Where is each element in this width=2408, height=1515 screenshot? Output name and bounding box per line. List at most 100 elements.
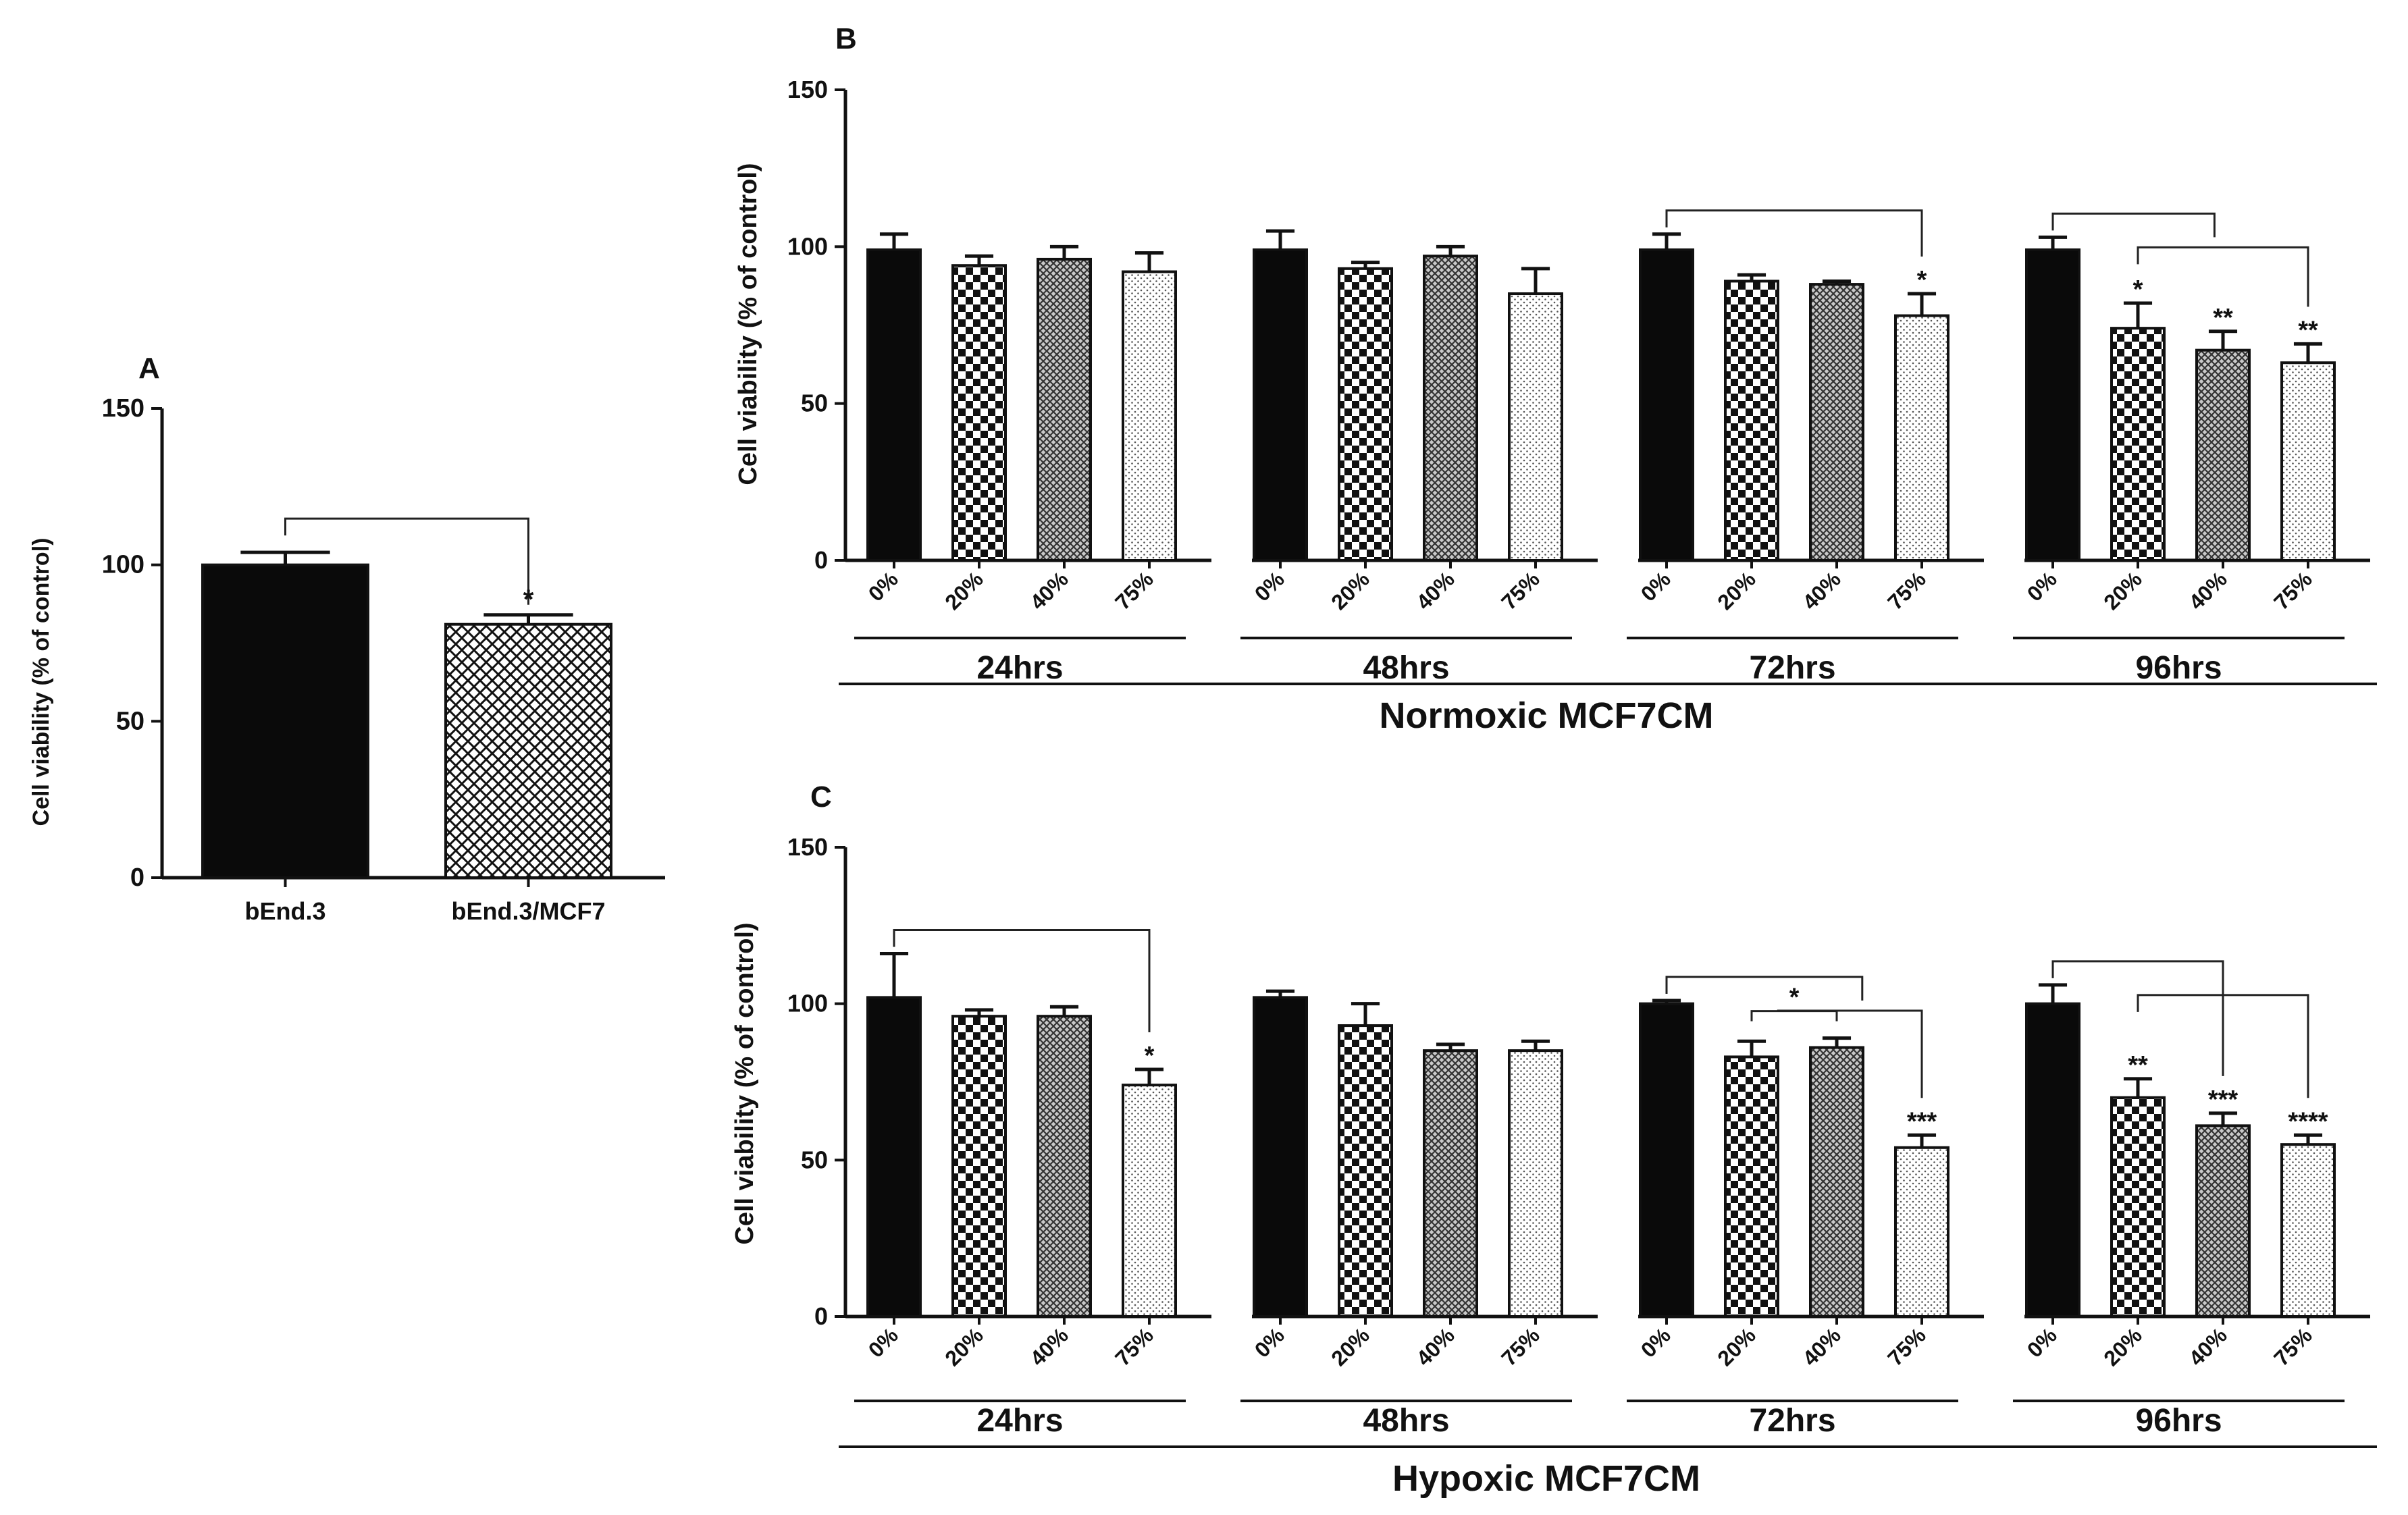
panel-b-y-tick-label: 50: [801, 390, 828, 417]
panel-b-sub-category-label: 0%: [864, 566, 903, 606]
panel-c-bar: [1508, 1049, 1563, 1318]
panel-b-sub-category-label: 40%: [1411, 566, 1459, 614]
panel-a-y-axis-label: Cell viability (% of control): [28, 538, 54, 826]
panel-b-bar: [1423, 255, 1478, 562]
panel-c-bar: [1894, 1146, 1949, 1319]
panel-b-significance-bracket: [2137, 246, 2309, 307]
panel-c-significance-bracket: [1665, 976, 1864, 1001]
panel-a-y-tick-label: 150: [102, 394, 145, 423]
panel-c-y-tick-label: 100: [787, 990, 828, 1017]
panel-a: A Cell viability (% of control) 0 50 100 15…: [28, 352, 665, 925]
panel-b-sub-category-label: 75%: [1883, 566, 1931, 614]
panel-b-y-tick-label: 0: [814, 546, 828, 574]
panel-c-bar: [1122, 1084, 1177, 1318]
panel-c-x-axis-label: Hypoxic MCF7CM: [1392, 1458, 1700, 1499]
panel-c-bar: [1639, 1002, 1694, 1318]
panel-b-significance-star: *: [2133, 275, 2143, 304]
panel-b-sub-category-label: 0%: [1636, 566, 1675, 606]
panel-c-group-label: 72hrs: [1749, 1403, 1835, 1439]
panel-c-sub-category-label: 0%: [864, 1323, 903, 1362]
panel-b-sub-category-label: 20%: [2099, 566, 2147, 614]
panel-c-y-tick-label: 0: [814, 1302, 828, 1330]
panel-c-sub-category-label: 20%: [1712, 1323, 1760, 1371]
panel-c-significance-star: ****: [2288, 1107, 2328, 1136]
panel-c-bar: [2110, 1096, 2166, 1318]
panel-c-bar: [1037, 1015, 1092, 1318]
panel-b-y-tick-label: 100: [787, 232, 828, 260]
panel-b-significance-bracket: [2051, 212, 2216, 238]
panel-c-sub-category-label: 20%: [940, 1323, 988, 1371]
panel-c-bar: [1423, 1049, 1478, 1318]
panel-c-bar: [2025, 1002, 2080, 1318]
panel-b-bar: [1508, 292, 1563, 562]
panel-c-bar: [1809, 1046, 1864, 1318]
panel-c-significance-bracket: [2051, 960, 2224, 1076]
panel-a-bar: [201, 563, 369, 880]
panel-b-bar: [2025, 248, 2080, 562]
panel-b-sub-category-label: 40%: [1798, 566, 1846, 614]
panel-c-significance-bracket: [893, 929, 1151, 1032]
panel-b-sub-category-label: 75%: [1496, 566, 1544, 614]
panel-b-bar: [1338, 267, 1393, 562]
panel-c-bar: [951, 1015, 1007, 1318]
panel-b-sub-category-label: 40%: [1025, 566, 1073, 614]
panel-c-sub-category-label: 75%: [2269, 1323, 2317, 1371]
panel-c-sub-category-label: 40%: [1025, 1323, 1073, 1371]
panel-b-sub-category-label: 40%: [2184, 566, 2232, 614]
panel-a-significance-star: *: [523, 585, 534, 614]
panel-b-group-label: 24hrs: [976, 650, 1063, 686]
panel-c-significance-star: **: [2128, 1051, 2148, 1080]
panel-b-bar: [1809, 283, 1864, 562]
panel-b-bar: [866, 248, 922, 562]
panel-c-y-tick-label: 50: [801, 1146, 828, 1173]
panel-c-group-label: 96hrs: [2135, 1403, 2222, 1439]
panel-c-bar: [1338, 1024, 1393, 1318]
panel-b-sub-category-label: 75%: [1110, 566, 1158, 614]
panel-c-sub-category-label: 40%: [1798, 1323, 1846, 1371]
panel-c-sub-category-label: 75%: [1496, 1323, 1544, 1371]
panel-c-group-label: 48hrs: [1363, 1403, 1449, 1439]
panel-c-significance-star: *: [1145, 1042, 1155, 1070]
panel-b-sub-category-label: 20%: [940, 566, 988, 614]
panel-c-sub-category-label: 20%: [1326, 1323, 1374, 1371]
panel-b-x-axis-label: Normoxic MCF7CM: [1379, 695, 1713, 736]
panel-b-bar: [1253, 248, 1308, 562]
panel-c-significance-bracket: [1750, 1010, 1838, 1021]
panel-b-bar: [1894, 314, 1949, 562]
panel-b-bar: [2195, 348, 2251, 562]
panel-a-bar: [444, 622, 612, 879]
panel-b-sub-category-label: 0%: [1250, 566, 1289, 606]
panel-c-significance-star: ***: [2208, 1086, 2239, 1114]
panel-b-significance-bracket: [1665, 209, 1923, 257]
panel-c-sub-category-label: 0%: [2022, 1323, 2062, 1362]
panel-b-group-label: 48hrs: [1363, 650, 1449, 686]
panel-c-significance-star: ***: [1907, 1107, 1937, 1136]
panel-b-group-label: 72hrs: [1749, 650, 1835, 686]
panel-b-label: B: [835, 22, 857, 55]
panel-c-significance-star: *: [1789, 984, 1800, 1012]
panel-b-bar: [2280, 361, 2336, 562]
panel-b: B Cell viability (% of control) Normoxic…: [734, 22, 2377, 736]
panel-c: C Cell viability (% of control) Hypoxic …: [731, 780, 2377, 1499]
panel-c-y-tick-label: 150: [787, 833, 828, 861]
panel-c-sub-category-label: 0%: [1636, 1323, 1675, 1362]
panel-b-bar: [951, 264, 1007, 562]
panel-c-sub-category-label: 40%: [1411, 1323, 1459, 1371]
panel-c-sub-category-label: 20%: [2099, 1323, 2147, 1371]
panel-c-sub-category-label: 75%: [1110, 1323, 1158, 1371]
panel-a-category-label: bEnd.3: [244, 897, 325, 925]
panel-b-bar: [1122, 270, 1177, 562]
panel-b-sub-category-label: 0%: [2022, 566, 2062, 606]
panel-c-y-axis-label: Cell viability (% of control): [731, 922, 759, 1244]
panel-b-significance-star: *: [1917, 266, 1927, 294]
panel-c-sub-category-label: 0%: [1250, 1323, 1289, 1362]
panel-b-bar: [2110, 327, 2166, 562]
panel-a-label: A: [138, 352, 160, 385]
panel-a-y-tick-label: 100: [102, 551, 145, 579]
panel-b-sub-category-label: 20%: [1712, 566, 1760, 614]
panel-b-significance-star: **: [2213, 304, 2233, 332]
panel-b-bar: [1639, 248, 1694, 562]
panel-c-sub-category-label: 40%: [2184, 1323, 2232, 1371]
panel-a-y-tick-label: 50: [116, 707, 145, 735]
